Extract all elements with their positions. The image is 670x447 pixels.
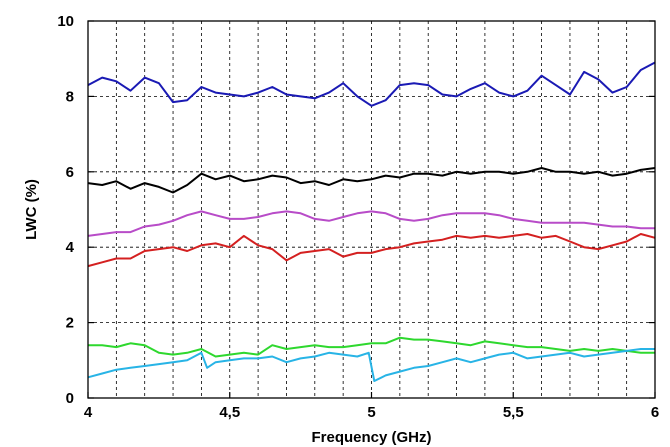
y-tick-label: 2	[66, 315, 74, 332]
series-line-2	[87, 167, 656, 194]
series-line-6	[87, 348, 655, 382]
series-line-4	[87, 233, 656, 268]
x-tick-label: 6	[651, 404, 659, 421]
y-tick-label: 8	[66, 88, 74, 105]
x-axis-label: Frequency (GHz)	[311, 429, 431, 446]
y-tick-label: 0	[66, 390, 74, 407]
series-line-5	[88, 336, 655, 358]
series-line-1	[87, 61, 656, 107]
y-tick-label: 10	[57, 13, 74, 30]
x-tick-label: 4	[84, 404, 93, 421]
series-line-3	[87, 210, 655, 237]
x-tick-label: 5,5	[503, 404, 524, 421]
x-tick-label: 5	[367, 404, 375, 421]
y-tick-label: 6	[66, 164, 74, 181]
y-axis-label: LWC (%)	[23, 179, 40, 240]
axis-ticks: 4 4,5 5 5,5 6 0 2 4 6 8 10	[57, 13, 659, 421]
data-series	[87, 61, 656, 382]
y-tick-label: 4	[66, 239, 75, 256]
grid-lines	[88, 21, 655, 398]
x-tick-label: 4,5	[219, 404, 240, 421]
